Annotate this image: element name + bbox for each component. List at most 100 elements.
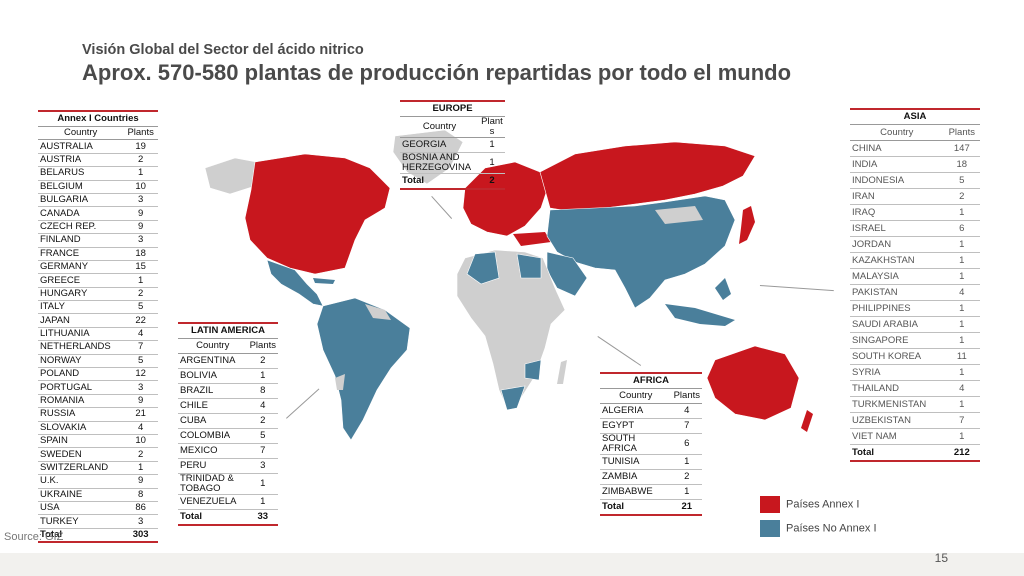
- cell-plants: 18: [943, 156, 980, 173]
- annex-countries-table: Annex I Countries Country Plants AUSTRAL…: [38, 110, 158, 544]
- cell-country: SYRIA: [850, 364, 944, 381]
- table-row: TUNISIA 1: [600, 454, 702, 470]
- cell-country: ZAMBIA: [600, 469, 672, 485]
- table-row: EGYPT 7: [600, 418, 702, 434]
- table-row: CZECH REP. 9: [38, 220, 158, 235]
- cell-country: AUSTRALIA: [38, 139, 124, 154]
- slide-title: Aprox. 570-580 plantas de producción rep…: [82, 60, 792, 85]
- cell-plants: 1: [123, 461, 158, 476]
- europe-table: EUROPE Country Plant s GEORGIA 1 BOSNIA AN…: [400, 100, 505, 190]
- cell-plants: 6: [943, 220, 980, 237]
- cell-country: PORTUGAL: [38, 380, 124, 395]
- table-row: CHILE 4: [178, 398, 278, 414]
- table-row: TRINIDAD & TOBAGO 1: [178, 473, 278, 495]
- cell-plants: 7: [123, 340, 158, 355]
- table-row: IRAN 2: [850, 188, 980, 205]
- col-header-country: Country: [600, 389, 672, 404]
- cell-country: CANADA: [38, 206, 124, 221]
- slide-subtitle: Visión Global del Sector del ácido nitri…: [82, 42, 364, 58]
- table-row: GREECE 1: [38, 273, 158, 288]
- cell-country: SLOVAKIA: [38, 421, 124, 435]
- table-row: RUSSIA 21: [38, 407, 158, 422]
- cell-country: RUSSIA: [38, 407, 124, 422]
- cell-country: ARGENTINA: [178, 353, 248, 369]
- cell-country: BELGIUM: [38, 180, 124, 194]
- cell-plants: 4: [671, 403, 702, 419]
- cell-plants: 7: [247, 443, 278, 459]
- table-row: CHINA 147: [850, 140, 980, 157]
- cell-plants: 7: [671, 418, 702, 434]
- cell-country: VIET NAM: [850, 428, 944, 445]
- cell-plants: 86: [123, 501, 158, 516]
- cell-country: NETHERLANDS: [38, 340, 124, 355]
- cell-country: ITALY: [38, 300, 124, 315]
- cell-country: POLAND: [38, 367, 124, 382]
- table-row: ALGERIA 4: [600, 403, 702, 419]
- table-row: PORTUGAL 3: [38, 380, 158, 395]
- cell-country: SWITZERLAND: [38, 461, 124, 476]
- table-row: U.K. 9: [38, 474, 158, 489]
- table-row: SOUTH KOREA 11: [850, 348, 980, 365]
- table-row: KAZAKHSTAN 1: [850, 252, 980, 269]
- cell-plants: 5: [123, 354, 158, 369]
- cell-plants: 2: [123, 287, 158, 302]
- table-row: ZAMBIA 2: [600, 469, 702, 485]
- total-row: Total 2: [400, 172, 505, 190]
- cell-plants: 18: [123, 247, 158, 261]
- total-row: Total 21: [600, 498, 702, 516]
- cell-plants: 5: [943, 172, 980, 189]
- map-asia: [546, 195, 736, 309]
- total-label: Total: [400, 172, 479, 190]
- table-row: SOUTH AFRICA 6: [600, 433, 702, 455]
- cell-plants: 1: [671, 454, 702, 470]
- cell-plants: 8: [123, 488, 158, 502]
- cell-country: GEORGIA: [400, 137, 479, 153]
- map-south-america-grey: [335, 304, 391, 390]
- map-cuba: [313, 278, 335, 284]
- cell-plants: 2: [123, 447, 158, 462]
- cell-country: TUNISIA: [600, 454, 672, 470]
- total-label: Total: [178, 508, 248, 526]
- world-map: [204, 129, 813, 441]
- africa-table: AFRICA Country Plants ALGERIA 4 EGYPT 7 SOUT…: [600, 372, 702, 516]
- cell-country: U.K.: [38, 474, 124, 489]
- cell-plants: 9: [123, 474, 158, 489]
- cell-plants: 3: [123, 233, 158, 248]
- map-central-america: [266, 259, 324, 307]
- map-se-asia: [665, 278, 735, 326]
- cell-country: FRANCE: [38, 247, 124, 261]
- cell-country: UKRAINE: [38, 488, 124, 502]
- cell-plants: 21: [123, 407, 158, 422]
- cell-country: CHINA: [850, 140, 944, 157]
- cell-plants: 1: [479, 152, 505, 174]
- table-row: ZIMBABWE 1: [600, 484, 702, 500]
- total-value: 21: [671, 498, 702, 516]
- total-label: Total: [38, 527, 124, 544]
- cell-plants: 19: [123, 139, 158, 154]
- annex-table-title: Annex I Countries: [38, 110, 158, 127]
- table-row: MALAYSIA 1: [850, 268, 980, 285]
- table-row: THAILAND 4: [850, 380, 980, 397]
- total-label: Total: [850, 444, 944, 462]
- cell-country: COLOMBIA: [178, 428, 248, 444]
- col-header-plants: Plants: [671, 389, 702, 404]
- cell-plants: 1: [479, 137, 505, 153]
- map-alaska: [204, 157, 258, 195]
- cell-plants: 3: [123, 380, 158, 395]
- cell-plants: 1: [247, 473, 278, 495]
- cell-plants: 11: [943, 348, 980, 365]
- cell-country: USA: [38, 501, 124, 516]
- cell-plants: 1: [943, 364, 980, 381]
- table-row: SPAIN 10: [38, 434, 158, 449]
- total-value: 303: [123, 527, 158, 544]
- table-row: MEXICO 7: [178, 443, 278, 459]
- cell-country: CZECH REP.: [38, 220, 124, 235]
- cell-country: PAKISTAN: [850, 284, 944, 301]
- table-row: PAKISTAN 4: [850, 284, 980, 301]
- table-row: SINGAPORE 1: [850, 332, 980, 349]
- legend-no-annex-swatch: [760, 520, 780, 537]
- cell-plants: 9: [123, 206, 158, 221]
- cell-country: SINGAPORE: [850, 332, 944, 349]
- asia-table-title: ASIA: [850, 108, 980, 125]
- table-row: VENEZUELA 1: [178, 494, 278, 510]
